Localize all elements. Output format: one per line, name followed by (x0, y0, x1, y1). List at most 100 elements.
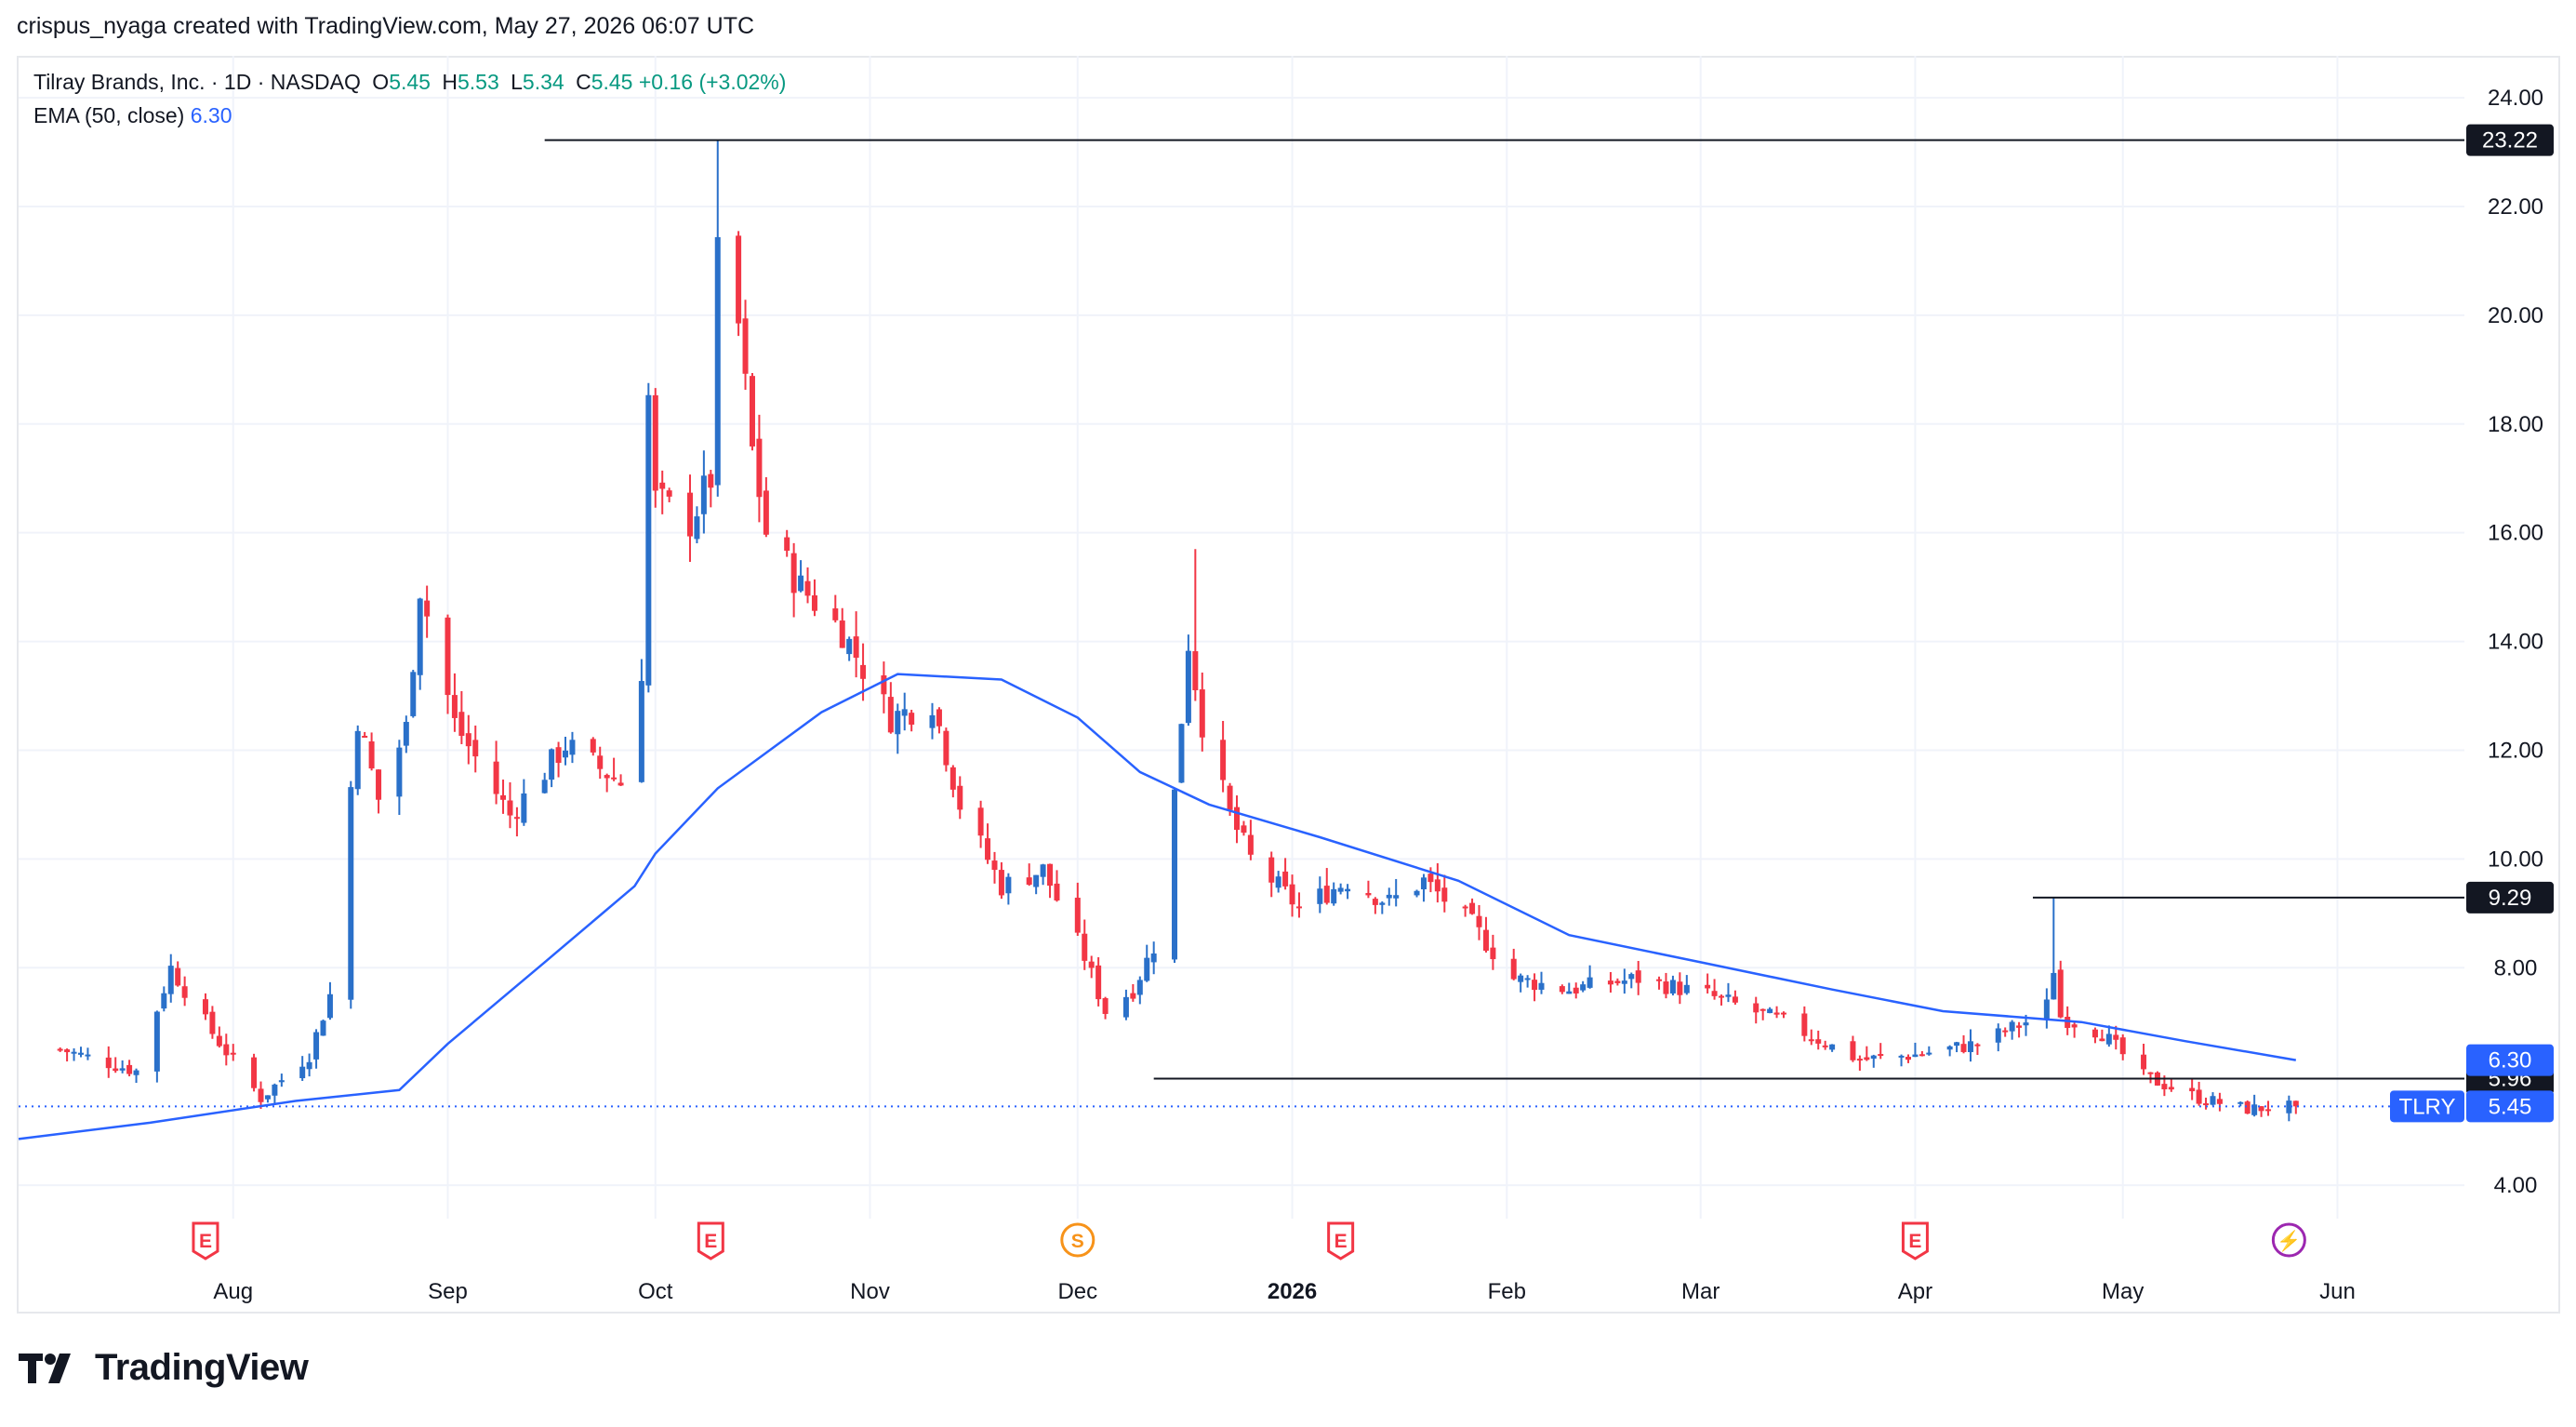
candle-body-down[interactable] (1635, 970, 1641, 983)
candle-body-up[interactable] (85, 1054, 91, 1057)
dividend-event-icon[interactable] (1060, 1222, 1095, 1258)
candle-body-down[interactable] (811, 594, 817, 611)
candle-body-up[interactable] (569, 740, 576, 755)
candle-body-down[interactable] (465, 733, 471, 747)
candle-body-down[interactable] (1434, 879, 1441, 892)
candle-body-up[interactable] (2105, 1034, 2112, 1045)
candle-body-down[interactable] (652, 394, 658, 491)
candle-body-down[interactable] (258, 1088, 264, 1102)
candle-body-up[interactable] (798, 575, 804, 592)
candle-body-up[interactable] (700, 475, 707, 514)
candle-body-down[interactable] (1082, 933, 1088, 961)
candle-body-up[interactable] (1005, 876, 1012, 894)
candle-body-down[interactable] (1559, 986, 1565, 993)
candle-body-down[interactable] (1088, 961, 1095, 968)
candle-body-down[interactable] (209, 1011, 216, 1034)
candle-body-down[interactable] (2203, 1103, 2210, 1106)
candle-body-down[interactable] (2244, 1101, 2251, 1114)
candle-body-up[interactable] (1566, 991, 1573, 994)
candle-body-up[interactable] (167, 966, 174, 994)
candle-body-up[interactable] (1317, 888, 1323, 904)
candle-body-down[interactable] (1199, 689, 1205, 738)
candle-body-down[interactable] (666, 490, 672, 497)
candle-body-down[interactable] (1677, 981, 1683, 995)
candle-body-down[interactable] (2258, 1106, 2264, 1112)
candle-body-up[interactable] (1393, 895, 1400, 899)
candle-body-up[interactable] (541, 780, 548, 794)
candle-body-down[interactable] (2147, 1072, 2154, 1074)
candle-body-up[interactable] (1386, 894, 1392, 899)
candle-body-up[interactable] (1538, 982, 1545, 990)
candle-body-down[interactable] (1822, 1045, 1828, 1047)
candle-body-down[interactable] (1234, 807, 1240, 831)
candle-body-up[interactable] (1767, 1008, 1773, 1014)
candle-body-down[interactable] (686, 492, 693, 537)
candle-body-down[interactable] (2057, 969, 2064, 1018)
candle-body-down[interactable] (1220, 740, 1227, 780)
candle-body-down[interactable] (936, 709, 942, 727)
candle-body-down[interactable] (1130, 993, 1136, 999)
candle-body-up[interactable] (396, 747, 403, 797)
candle-body-down[interactable] (2168, 1087, 2174, 1090)
candle-body-down[interactable] (860, 664, 867, 679)
candle-body-up[interactable] (354, 730, 361, 790)
candle-body-down[interactable] (2016, 1025, 2023, 1028)
candle-body-up[interactable] (71, 1051, 77, 1054)
chart-frame[interactable] (17, 56, 2560, 1314)
candle-body-down[interactable] (1365, 892, 1372, 896)
candle-body-down[interactable] (1282, 871, 1289, 887)
candle-body-down[interactable] (251, 1057, 258, 1088)
candle-body-up[interactable] (1683, 984, 1690, 994)
candle-body-down[interactable] (113, 1068, 119, 1072)
candle-body-down[interactable] (458, 712, 465, 737)
candle-body-up[interactable] (1587, 977, 1593, 988)
candle-body-up[interactable] (1580, 984, 1587, 991)
candle-body-down[interactable] (500, 794, 507, 800)
candle-body-up[interactable] (1185, 650, 1191, 724)
candle-body-down[interactable] (742, 318, 749, 374)
legend-ema-label[interactable]: EMA (50, close) (33, 103, 185, 127)
candle-body-down[interactable] (784, 537, 790, 552)
candle-body-down[interactable] (1227, 785, 1233, 810)
candle-body-down[interactable] (2161, 1084, 2168, 1090)
candle-body-down[interactable] (1047, 863, 1054, 887)
candle-body-down[interactable] (1573, 987, 1579, 994)
candle-body-up[interactable] (1829, 1044, 1836, 1050)
candle-body-up[interactable] (1621, 980, 1627, 984)
candle-body-up[interactable] (895, 711, 901, 735)
candle-body-down[interactable] (1919, 1054, 1925, 1057)
candle-body-down[interactable] (1711, 991, 1718, 996)
candle-body-down[interactable] (1960, 1044, 1967, 1052)
candle-body-down[interactable] (1732, 996, 1738, 1003)
candle-body-down[interactable] (832, 607, 839, 620)
candle-body-up[interactable] (1275, 876, 1281, 888)
candle-body-up[interactable] (1518, 975, 1524, 982)
candle-body-down[interactable] (1781, 1012, 1787, 1015)
candle-body-down[interactable] (1469, 902, 1476, 914)
candle-body-down[interactable] (57, 1048, 63, 1051)
candle-body-down[interactable] (1656, 979, 1663, 981)
candle-body-up[interactable] (1725, 994, 1732, 997)
candle-body-down[interactable] (1295, 906, 1302, 909)
candle-body-down[interactable] (1026, 877, 1032, 886)
candle-body-down[interactable] (202, 999, 208, 1015)
candle-body-up[interactable] (1337, 887, 1344, 892)
candle-body-down[interactable] (2002, 1030, 2009, 1033)
candle-body-up[interactable] (2210, 1096, 2216, 1105)
candle-body-down[interactable] (1323, 886, 1330, 903)
candle-body-down[interactable] (2141, 1054, 2147, 1070)
candle-body-down[interactable] (1878, 1054, 1884, 1057)
candle-body-up[interactable] (153, 1011, 160, 1072)
candle-body-up[interactable] (313, 1032, 320, 1060)
candle-body-down[interactable] (216, 1035, 222, 1047)
candle-body-down[interactable] (957, 785, 963, 810)
candle-body-up[interactable] (77, 1052, 84, 1055)
candle-body-down[interactable] (1441, 887, 1448, 902)
candle-body-down[interactable] (1102, 997, 1109, 1014)
candle-body-down[interactable] (590, 739, 596, 753)
candle-body-down[interactable] (881, 675, 887, 695)
candle-body-down[interactable] (2216, 1099, 2223, 1104)
candle-body-up[interactable] (1669, 980, 1676, 994)
candle-body-up[interactable] (1150, 953, 1157, 963)
